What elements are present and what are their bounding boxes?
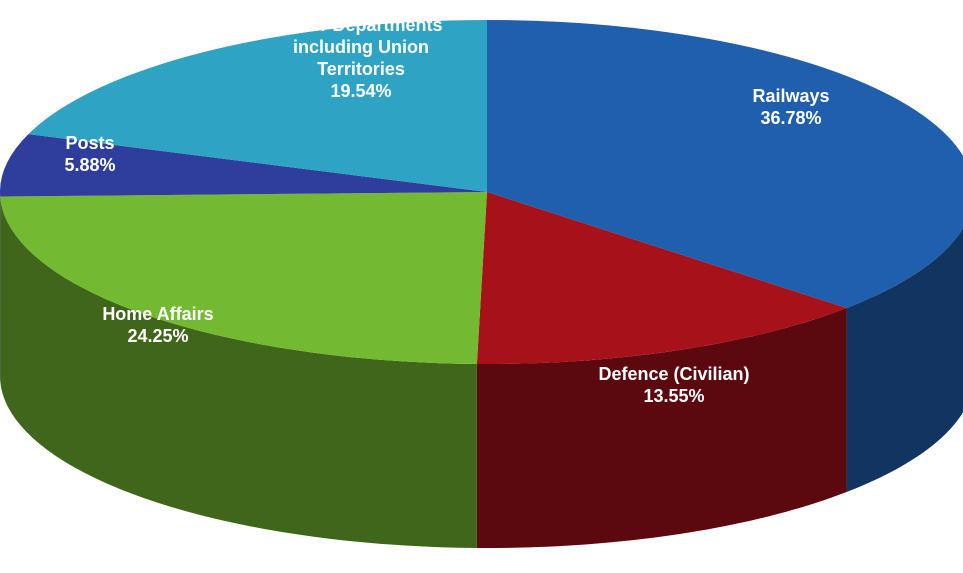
pie-sides (0, 192, 963, 548)
slice-label-3-line-1: 5.88% (64, 155, 115, 175)
pie-tops (0, 20, 963, 364)
pie-slice-0 (487, 20, 963, 308)
slice-label-1: Defence (Civilian) 13.55% (598, 364, 749, 406)
pie-slice-1 (476, 192, 847, 364)
pie-slice-2 (0, 192, 487, 364)
slice-label-0-line-1: 36.78% (760, 108, 821, 128)
slice-label-3: Posts 5.88% (64, 133, 115, 175)
slice-label-0-line-0: Railways (752, 86, 829, 106)
slice-label-2-line-1: 24.25% (127, 326, 188, 346)
slice-label-4-line-1: including Union (293, 37, 429, 57)
pie-labels: Railways 36.78% Defence (Civilian) 13.55% Ho… (64, 15, 829, 406)
slice-label-4-line-2: Territories (317, 59, 405, 79)
pie-side-2 (0, 196, 477, 548)
slice-label-2: Home Affairs 24.25% (102, 304, 213, 346)
pie-slice-3 (0, 134, 488, 197)
slice-label-3-line-0: Posts (65, 133, 114, 153)
slice-label-4: Other Departments including Union Territor… (279, 15, 442, 101)
slice-label-4-line-3: 19.54% (330, 81, 391, 101)
slice-label-0: Railways 36.78% (752, 86, 829, 128)
slice-label-4-line-0: Other Departments (279, 15, 442, 35)
slice-label-1-line-0: Defence (Civilian) (598, 364, 749, 384)
slice-label-2-line-0: Home Affairs (102, 304, 213, 324)
pie-side-0 (846, 228, 963, 492)
pie-slice-4 (28, 20, 487, 192)
pie-side-1 (476, 308, 847, 548)
slice-label-1-line-1: 13.55% (643, 386, 704, 406)
